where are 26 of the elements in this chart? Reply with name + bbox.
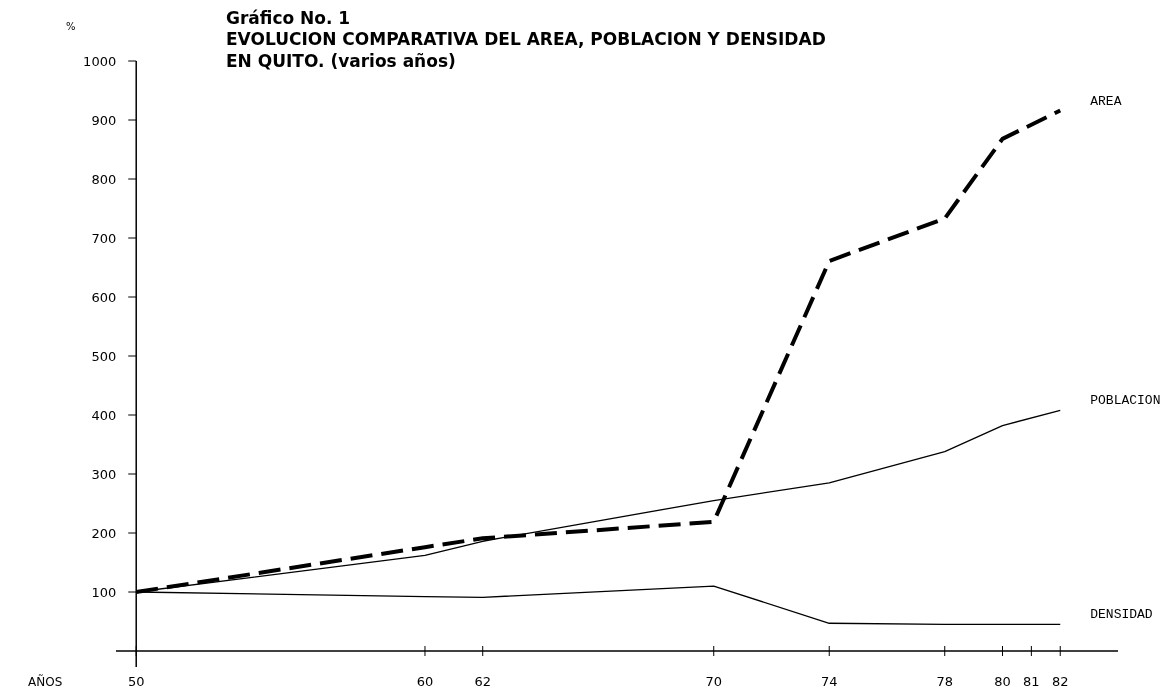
x-tick-label: 50 <box>127 674 145 689</box>
x-tick-label: 78 <box>936 674 954 689</box>
y-tick-label: 100 <box>91 585 117 600</box>
y-tick-label: 1000 <box>83 54 117 69</box>
x-tick-label: 60 <box>416 674 434 689</box>
x-tick-label: 81 <box>1023 674 1040 689</box>
y-tick-label: 800 <box>91 172 117 187</box>
y-tick-label: 600 <box>91 290 117 305</box>
text: POBLACION <box>1090 393 1161 409</box>
x-tick-label: 70 <box>705 674 723 689</box>
x-tick-label: 74 <box>820 674 838 689</box>
text: DENSIDAD <box>1090 607 1153 623</box>
chart-subtitle: EVOLUCION COMPARATIVA DEL AREA, POBLACION Y DENSIDAD EN QUITO. (varios años) <box>226 29 826 71</box>
x-tick-label: 82 <box>1051 674 1069 689</box>
text: AREA <box>1090 93 1122 109</box>
y-axis-title: % <box>66 21 76 32</box>
y-tick-label: 700 <box>91 231 117 246</box>
x-axis-title: AÑOS <box>28 674 63 689</box>
y-tick-label: 200 <box>91 526 117 541</box>
y-tick-label: 300 <box>91 467 117 482</box>
x-tick-label: 80 <box>994 674 1011 689</box>
y-tick-label: 900 <box>91 113 117 128</box>
x-tick-label: 62 <box>474 674 491 689</box>
y-tick-label: 500 <box>91 349 117 364</box>
y-tick-label: 400 <box>91 408 117 423</box>
chart-title: Gráfico No. 1 <box>226 8 351 28</box>
